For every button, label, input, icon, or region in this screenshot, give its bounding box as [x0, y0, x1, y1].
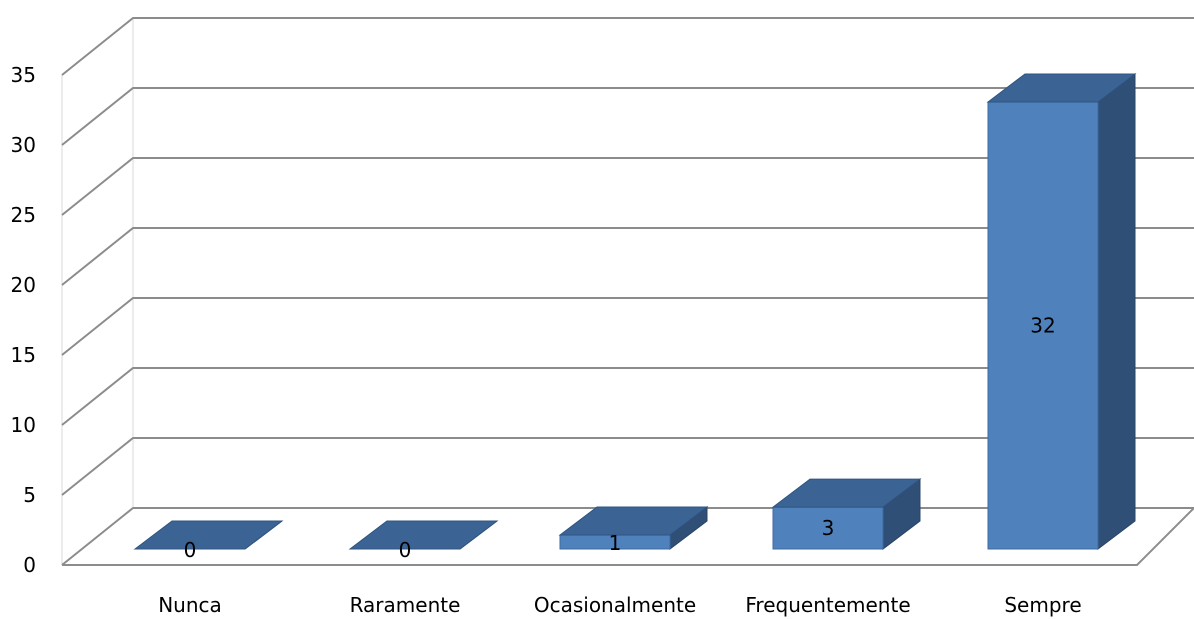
data-label: 0 [184, 538, 197, 562]
data-label: 3 [822, 516, 835, 540]
bar-ocasionalmente: 1 [558, 506, 709, 555]
bar-top-face [986, 73, 1137, 103]
bar-sempre: 32 [986, 72, 1137, 551]
gridline [61, 437, 1194, 496]
bar-frequentemente: 3 [771, 478, 922, 551]
gridline [61, 17, 1194, 76]
x-category-label: Raramente [350, 593, 461, 617]
bar-side-face [1097, 72, 1136, 551]
x-axis-category-labels: Nunca Raramente Ocasionalmente Frequentemen… [158, 593, 1081, 617]
x-category-label: Nunca [158, 593, 222, 617]
bar-raramente: 0 [348, 520, 499, 562]
y-tick-label: 30 [11, 133, 36, 157]
gridline [61, 87, 1194, 146]
y-tick-label: 10 [11, 413, 36, 437]
gridline [61, 227, 1194, 286]
bar-top-face [133, 520, 284, 550]
bar-top-face [348, 520, 499, 550]
gridline [61, 367, 1194, 426]
y-tick-label: 5 [23, 483, 36, 507]
floor-front-edge [62, 507, 1194, 566]
bar-front-face [772, 506, 884, 550]
y-tick-label: 15 [11, 343, 36, 367]
y-tick-label: 35 [11, 63, 36, 87]
bar-top-face [771, 478, 922, 508]
x-category-label: Ocasionalmente [534, 593, 696, 617]
y-tick-label: 25 [11, 203, 36, 227]
chart-gridlines [61, 17, 1194, 566]
bar-top-face [558, 506, 709, 536]
x-category-label: Frequentemente [745, 593, 910, 617]
data-label: 1 [609, 531, 622, 555]
data-label: 32 [1030, 314, 1055, 338]
chart-bars: 0 0 1 3 32 [133, 72, 1137, 562]
y-tick-label: 20 [11, 273, 36, 297]
data-label: 0 [399, 538, 412, 562]
bar-front-face [987, 101, 1099, 550]
y-tick-label: 0 [23, 553, 36, 577]
y-axis-tick-labels: 0 5 10 15 20 25 30 35 [11, 63, 36, 577]
bar-nunca: 0 [133, 520, 284, 562]
gridline [61, 297, 1194, 356]
x-category-label: Sempre [1004, 593, 1081, 617]
gridline [61, 157, 1194, 216]
